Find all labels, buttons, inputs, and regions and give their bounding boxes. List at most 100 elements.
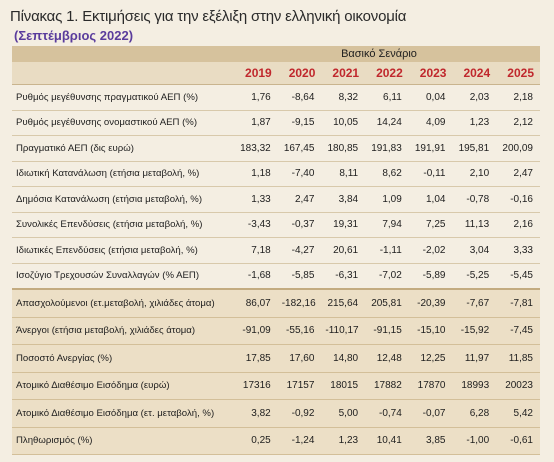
data-row: Ισοζύγιο Τρεχουσών Συναλλαγών (% ΑΕΠ) -1,… xyxy=(12,263,540,290)
cell-value: 17870 xyxy=(408,372,453,400)
table: Βασικό Σενάριο 2019 2020 2021 2022 2023 2024 20… xyxy=(12,46,540,455)
cell-value: 191,91 xyxy=(408,135,453,162)
cell-value: -7,02 xyxy=(365,263,409,290)
cell-value: -15,10 xyxy=(408,317,453,345)
data-row: Απασχολούμενοι (ετ.μεταβολή, χιλιάδες άτ… xyxy=(12,288,540,318)
cell-value: -1,11 xyxy=(365,237,409,264)
data-row: Πραγματικό ΑΕΠ (δις ευρώ) 183,32 167,45 180… xyxy=(12,135,540,162)
row-label: Ιδιωτικές Επενδύσεις (ετήσια μεταβολή, %… xyxy=(12,237,235,264)
row-label: Δημόσια Κατανάλωση (ετήσια μεταβολή, %) xyxy=(12,186,235,213)
cell-value: -1,24 xyxy=(277,427,322,455)
cell-value: 20,61 xyxy=(321,237,366,264)
year-header: 2019 xyxy=(234,62,278,85)
cell-value: 17316 xyxy=(234,372,278,400)
cell-value: -8,64 xyxy=(277,84,322,111)
cell-value: 7,18 xyxy=(234,237,278,264)
corner-cell xyxy=(12,62,235,85)
year-header: 2021 xyxy=(321,62,366,85)
cell-value: 19,31 xyxy=(321,212,366,238)
cell-value: 6,28 xyxy=(452,399,497,428)
cell-value: 17157 xyxy=(277,372,322,400)
cell-value: 10,05 xyxy=(321,110,366,136)
cell-value: 12,48 xyxy=(365,344,409,373)
row-label: Πραγματικό ΑΕΠ (δις ευρώ) xyxy=(12,135,235,162)
subtitle: (Σεπτέμβριος 2022) xyxy=(14,28,134,43)
cell-value: -1,68 xyxy=(234,263,278,290)
cell-value: -91,09 xyxy=(234,317,278,345)
data-row: Πληθωρισμός (%) 0,25 -1,24 1,23 10,41 3,85 -1,… xyxy=(12,427,540,455)
year-header: 2020 xyxy=(277,62,322,85)
cell-value: -5,85 xyxy=(277,263,322,290)
data-row: Δημόσια Κατανάλωση (ετήσια μεταβολή, %) 1… xyxy=(12,186,540,213)
cell-value: 1,23 xyxy=(321,427,366,455)
cell-value: 8,62 xyxy=(365,161,409,187)
cell-value: -182,16 xyxy=(277,288,322,318)
cell-value: -20,39 xyxy=(408,288,453,318)
cell-value: 18993 xyxy=(452,372,497,400)
cell-value: 167,45 xyxy=(277,135,322,162)
cell-value: -2,02 xyxy=(408,237,453,264)
cell-value: -0,74 xyxy=(365,399,409,428)
cell-value: 7,25 xyxy=(408,212,453,238)
cell-value: -0,37 xyxy=(277,212,322,238)
cell-value: 200,09 xyxy=(496,135,540,162)
cell-value: 3,82 xyxy=(234,399,278,428)
cell-value: 1,33 xyxy=(234,186,278,213)
cell-value: -3,43 xyxy=(234,212,278,238)
cell-value: 17882 xyxy=(365,372,409,400)
cell-value: -7,81 xyxy=(496,288,540,318)
cell-value: 183,32 xyxy=(234,135,278,162)
cell-value: 18015 xyxy=(321,372,366,400)
data-row: Ρυθμός μεγέθυνσης ονομαστικού ΑΕΠ (%) 1,8… xyxy=(12,110,540,136)
year-row: 2019 2020 2021 2022 2023 2024 2025 xyxy=(12,62,540,85)
cell-value: 3,84 xyxy=(321,186,366,213)
row-label: Ιδιωτική Κατανάλωση (ετήσια μεταβολή, %) xyxy=(12,161,235,187)
cell-value: 0,25 xyxy=(234,427,278,455)
cell-value: 8,11 xyxy=(321,161,366,187)
cell-value: -15,92 xyxy=(452,317,497,345)
cell-value: 3,33 xyxy=(496,237,540,264)
cell-value: 1,76 xyxy=(234,84,278,111)
cell-value: 2,03 xyxy=(452,84,497,111)
data-row: Άνεργοι (ετήσια μεταβολή, χιλιάδες άτομα… xyxy=(12,317,540,345)
cell-value: -0,16 xyxy=(496,186,540,213)
cell-value: 205,81 xyxy=(365,288,409,318)
cell-value: 5,00 xyxy=(321,399,366,428)
cell-value: -0,61 xyxy=(496,427,540,455)
cell-value: 11,97 xyxy=(452,344,497,373)
scenario-row: Βασικό Σενάριο xyxy=(12,46,540,62)
cell-value: -5,25 xyxy=(452,263,497,290)
year-header: 2025 xyxy=(496,62,540,85)
cell-value: -6,31 xyxy=(321,263,366,290)
row-label: Ποσοστό Ανεργίας (%) xyxy=(12,344,235,373)
cell-value: 1,18 xyxy=(234,161,278,187)
cell-value: 0,04 xyxy=(408,84,453,111)
cell-value: -5,89 xyxy=(408,263,453,290)
row-label: Άνεργοι (ετήσια μεταβολή, χιλιάδες άτομα… xyxy=(12,317,235,345)
cell-value: -9,15 xyxy=(277,110,322,136)
cell-value: 1,04 xyxy=(408,186,453,213)
cell-value: 1,09 xyxy=(365,186,409,213)
cell-value: 10,41 xyxy=(365,427,409,455)
cell-value: 2,16 xyxy=(496,212,540,238)
cell-value: 6,11 xyxy=(365,84,409,111)
scenario-header: Βασικό Σενάριο xyxy=(12,46,540,62)
cell-value: 14,24 xyxy=(365,110,409,136)
cell-value: 86,07 xyxy=(234,288,278,318)
year-header: 2022 xyxy=(365,62,409,85)
cell-value: -91,15 xyxy=(365,317,409,345)
data-row: Ρυθμός μεγέθυνσης πραγματικού ΑΕΠ (%) 1,7… xyxy=(12,84,540,111)
row-label: Πληθωρισμός (%) xyxy=(12,427,235,455)
row-label: Ατομικό Διαθέσιμο Εισόδημα (ετ. μεταβολή… xyxy=(12,399,235,428)
data-row: Ατομικό Διαθέσιμο Εισόδημα (ετ. μεταβολή… xyxy=(12,399,540,428)
data-row: Ιδιωτικές Επενδύσεις (ετήσια μεταβολή, %… xyxy=(12,237,540,264)
cell-value: 7,94 xyxy=(365,212,409,238)
cell-value: 195,81 xyxy=(452,135,497,162)
cell-value: -0,78 xyxy=(452,186,497,213)
cell-value: 1,87 xyxy=(234,110,278,136)
row-label: Ρυθμός μεγέθυνσης ονομαστικού ΑΕΠ (%) xyxy=(12,110,235,136)
cell-value: -4,27 xyxy=(277,237,322,264)
cell-value: 180,85 xyxy=(321,135,366,162)
cell-value: -7,45 xyxy=(496,317,540,345)
